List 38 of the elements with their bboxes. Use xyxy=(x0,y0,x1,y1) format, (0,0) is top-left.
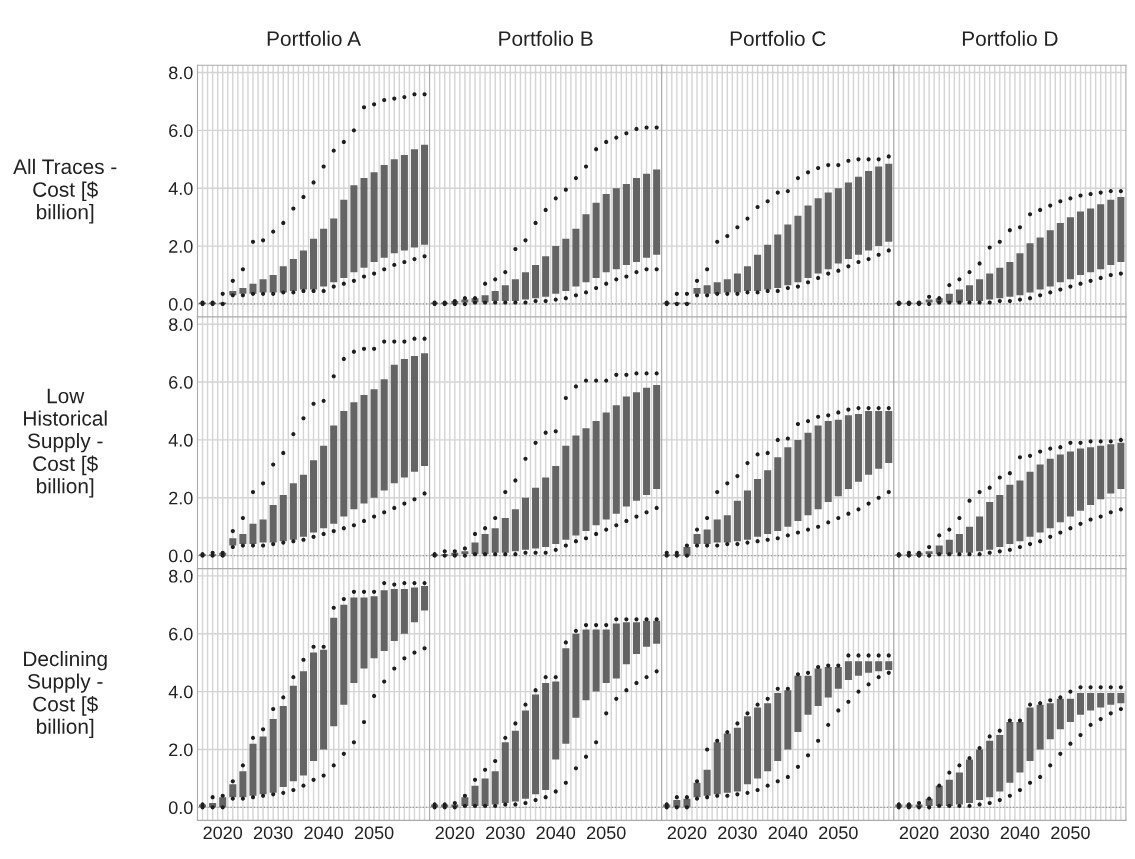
x-tick-label: 2030 xyxy=(718,826,757,840)
x-tick-label: 2030 xyxy=(950,826,989,840)
x-tick-label: 2040 xyxy=(1000,826,1040,840)
y-tick-label: 4.0 xyxy=(168,182,193,195)
x-tick-label: 2040 xyxy=(768,826,808,840)
y-tick-label: 6.0 xyxy=(169,627,193,641)
x-tick-label: 2020 xyxy=(899,826,939,840)
y-tick-label: 0.0 xyxy=(168,297,193,311)
x-tick-label: 2020 xyxy=(667,826,707,840)
chart-title: Portfolio D xyxy=(962,30,1058,47)
y-tick-label: 2.0 xyxy=(169,240,193,253)
x-tick-label: 2050 xyxy=(819,826,858,840)
y-tick-label: 4.0 xyxy=(168,433,193,447)
x-tick-label: 2050 xyxy=(587,826,626,840)
y-axis-title: Declining Supply - Cost [$ billion] xyxy=(24,650,107,739)
y-tick-label: 0.0 xyxy=(168,549,193,563)
chart-title: Portfolio C xyxy=(730,30,826,47)
y-axis-title: Low Historical Supply - Cost [$ billion] xyxy=(24,388,107,498)
chart-title: Portfolio B xyxy=(499,30,593,47)
y-tick-label: 4.0 xyxy=(168,685,193,699)
y-tick-label: 2.0 xyxy=(169,743,193,757)
y-tick-label: 0.0 xyxy=(168,801,193,815)
x-tick-label: 2030 xyxy=(254,826,293,840)
y-axis-title: All Traces - Cost [$ billion] xyxy=(13,158,117,224)
chart-title: Portfolio A xyxy=(267,30,361,47)
x-tick-label: 2020 xyxy=(435,826,475,840)
x-tick-label: 2040 xyxy=(304,826,344,840)
y-tick-label: 8.0 xyxy=(169,66,193,80)
x-tick-label: 2040 xyxy=(536,826,576,840)
y-tick-label: 6.0 xyxy=(169,124,193,138)
x-tick-label: 2050 xyxy=(354,826,394,840)
y-tick-label: 2.0 xyxy=(169,491,193,505)
x-tick-label: 2020 xyxy=(203,826,243,840)
x-tick-label: 2030 xyxy=(486,826,525,840)
y-tick-label: 8.0 xyxy=(169,569,193,583)
y-tick-label: 6.0 xyxy=(169,376,193,389)
y-tick-label: 8.0 xyxy=(169,318,193,331)
x-tick-label: 2050 xyxy=(1051,826,1090,840)
